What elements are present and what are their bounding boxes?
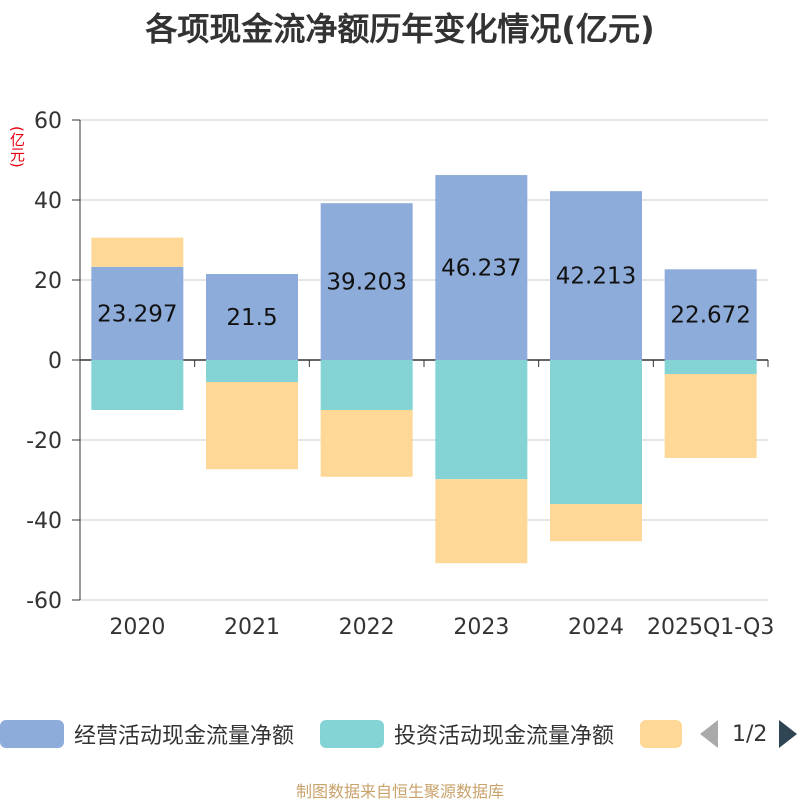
legend-label-investing: 投资活动现金流量净额 [394,724,615,749]
legend-item-investing[interactable]: 投资活动现金流量净额 [320,716,614,752]
legend: 经营活动现金流量净额 投资活动现金流量净额 [0,716,800,752]
bar-series-0 [320,203,413,360]
y-tick-label: -60 [26,589,62,614]
bar-series-0 [664,269,757,360]
x-tick-label: 2023 [453,615,509,640]
y-tick-label: -20 [26,429,62,454]
bar-series-1 [91,360,184,410]
next-page-icon[interactable] [779,720,798,748]
y-tick-label: -40 [26,509,62,534]
bar-series-0 [550,191,642,360]
bar-series-2 [206,382,298,470]
bar-series-2 [664,374,757,458]
chart-title: 各项现金流净额历年变化情况(亿元) [145,10,655,48]
y-tick-label: 0 [48,349,62,374]
prev-page-icon[interactable] [700,720,718,748]
bar-series-1 [664,360,757,374]
legend-item-operating[interactable]: 经营活动现金流量净额 [0,716,294,752]
bar-series-1 [550,360,642,504]
bar-data-label: 39.203 [326,270,406,296]
x-tick-label: 2022 [339,615,395,640]
x-tick-label: 2021 [224,615,280,640]
bar-series-0 [91,266,184,360]
legend-label-operating: 经营活动现金流量净额 [74,724,295,749]
bar-data-label: 46.237 [441,256,521,282]
bar-data-label: 22.672 [670,303,750,329]
bar-series-1 [435,360,528,480]
x-tick-label: 2024 [568,615,624,640]
legend-page-indicator: 1/2 [732,721,768,747]
bar-series-2 [320,410,413,477]
legend-item-financing[interactable] [640,716,682,752]
legend-pager: 1/2 [700,716,798,752]
bar-series-1 [206,360,298,382]
legend-swatch-operating [0,720,64,748]
bar-series-2 [435,479,528,564]
bar-series-2 [550,504,642,542]
chart-plot: 60 40 20 0 -20 -40 -60 23.297 2020 21.5 2021 39.203… [26,109,774,640]
y-tick-label: 40 [34,189,62,214]
y-tick-label: 20 [34,269,62,294]
x-tick-label: 2020 [109,615,165,640]
bar-series-2 [91,237,184,267]
bar-data-label: 23.297 [97,301,177,327]
bar-series-0 [206,274,298,360]
data-source-note: 制图数据来自恒生聚源数据库 [295,782,504,801]
bar-data-label: 21.5 [226,305,277,331]
bar-series-0 [435,175,528,360]
legend-swatch-financing [640,720,682,748]
legend-swatch-investing [320,720,384,748]
bar-series-1 [320,360,413,410]
bar-data-label: 42.213 [556,264,636,290]
x-tick-label: 2025Q1-Q3 [647,615,774,640]
y-axis-unit: (亿元) [8,126,26,168]
y-tick-label: 60 [34,109,62,134]
